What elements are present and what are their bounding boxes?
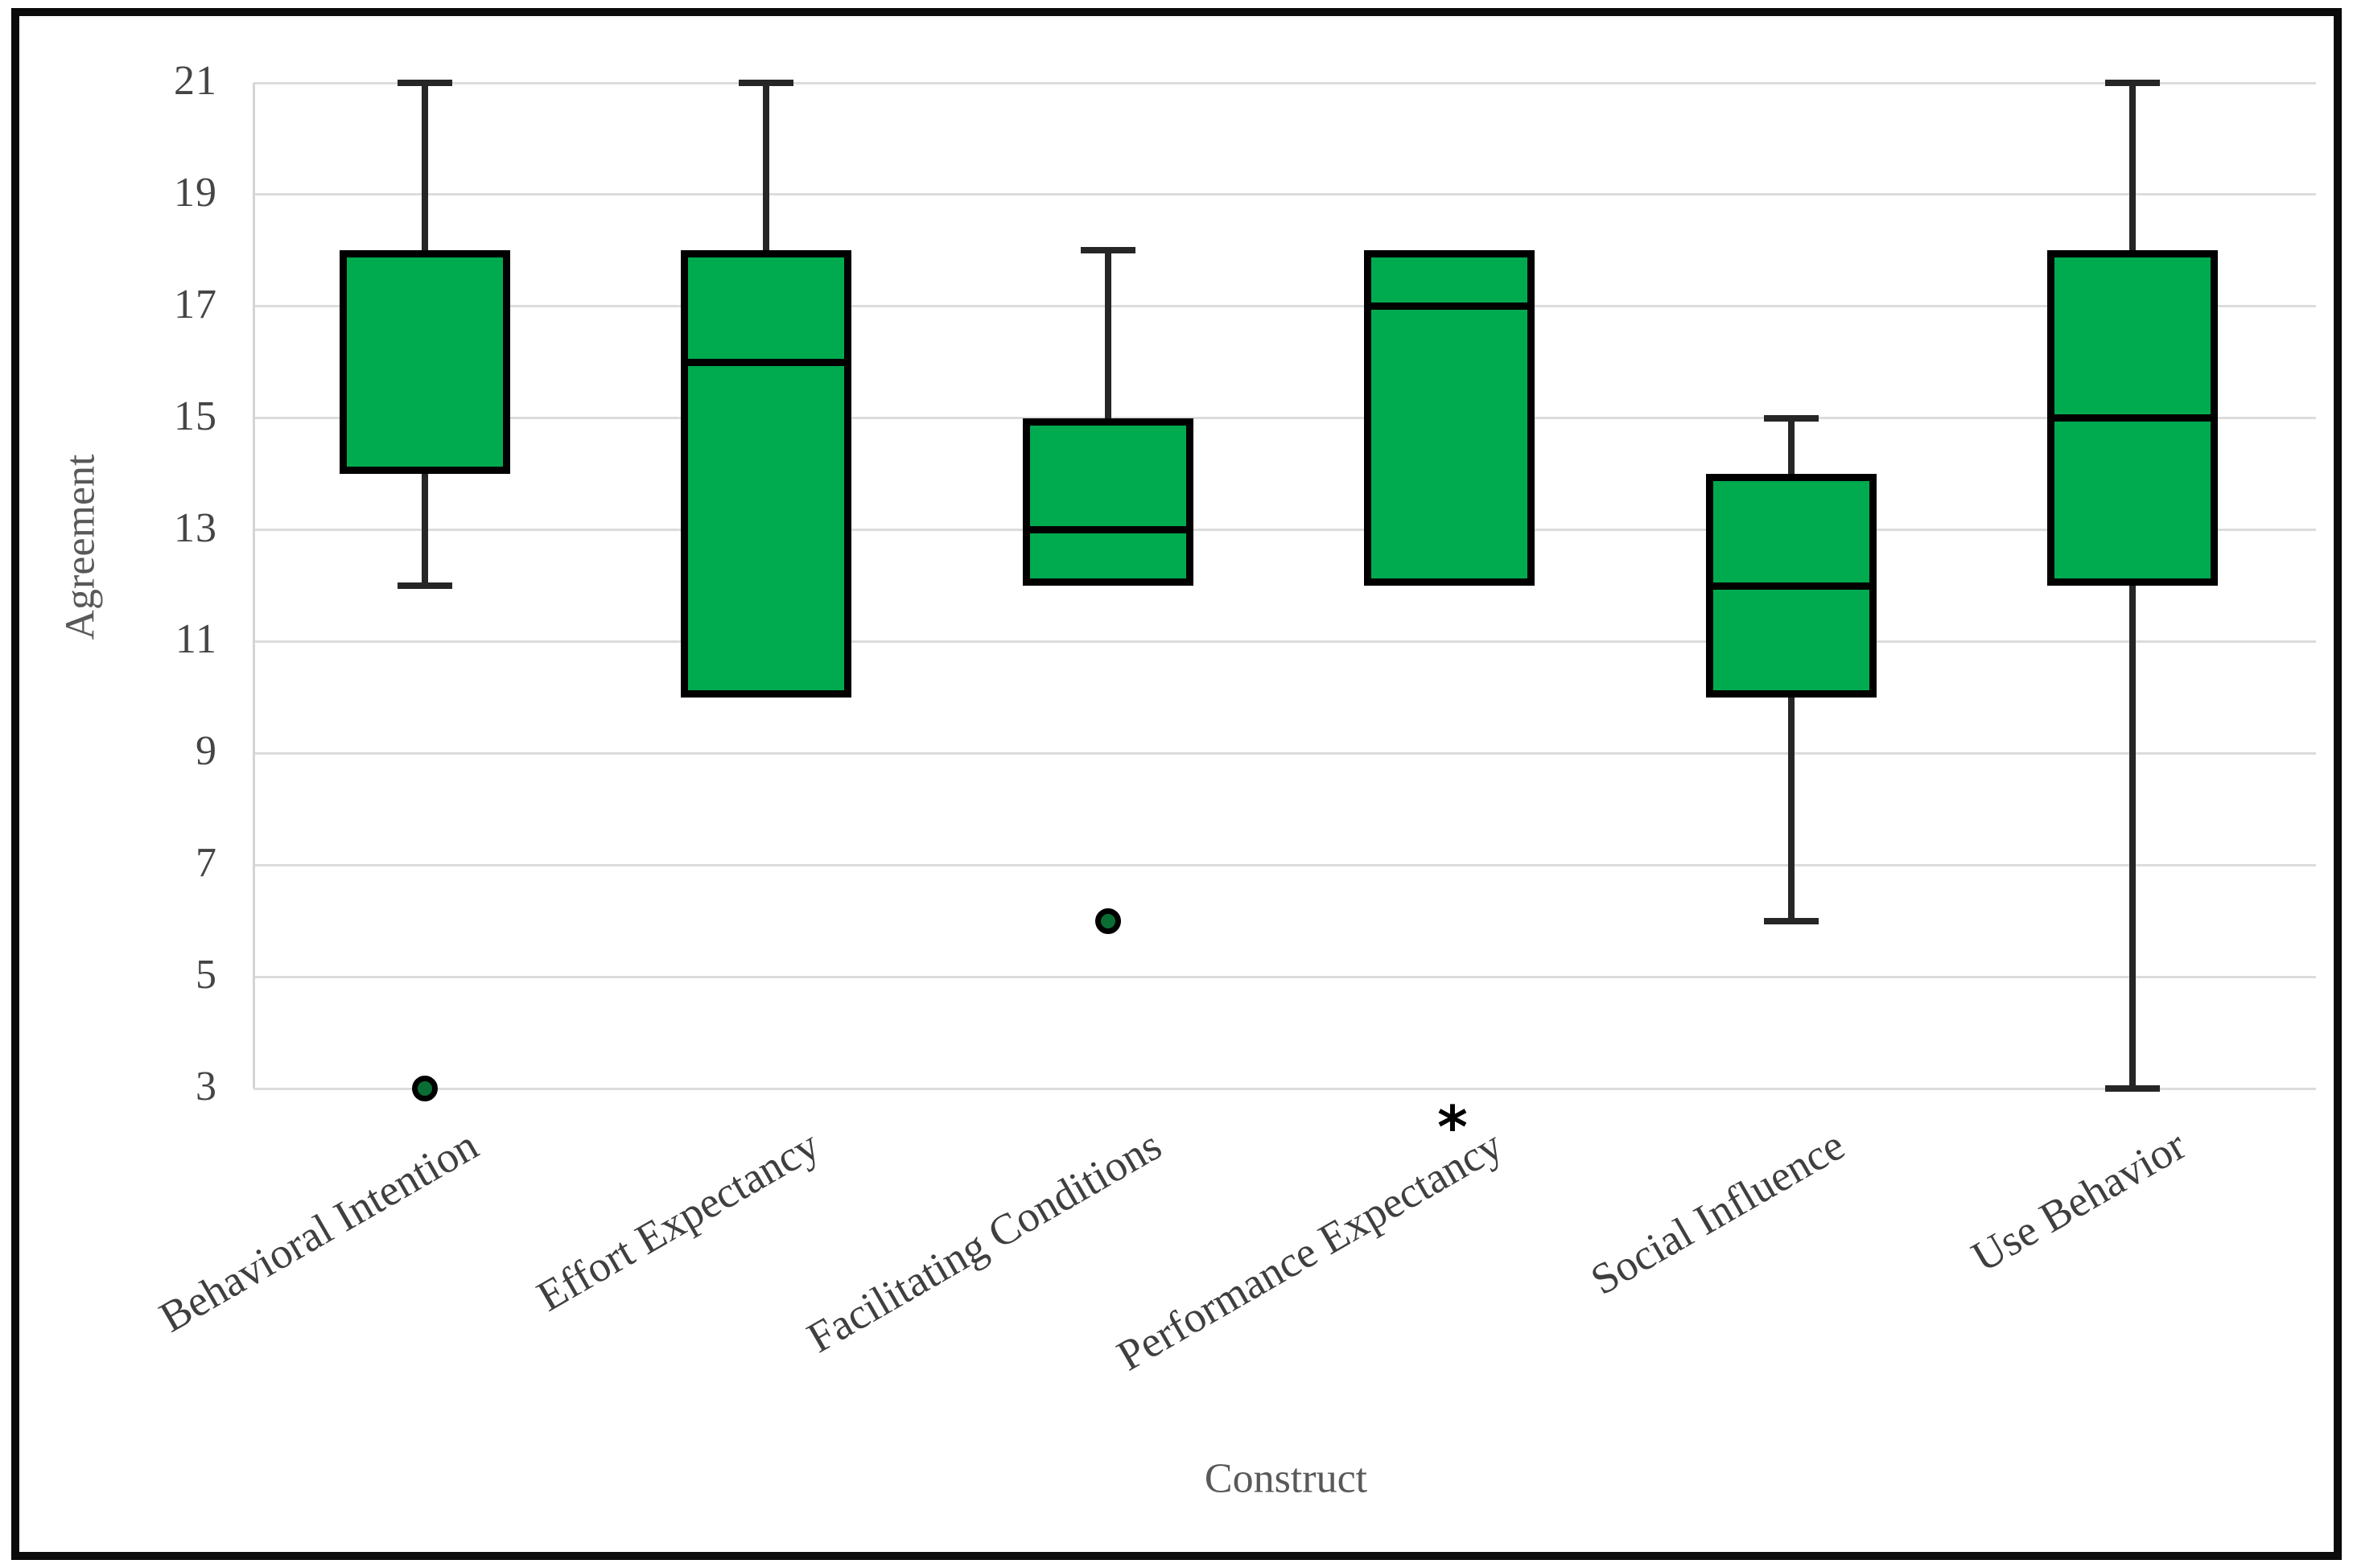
gridline-y3 <box>253 1087 2316 1090</box>
whisker-cap-lower-behavioral-intention <box>398 582 452 589</box>
y-tick-label-19: 19 <box>174 170 217 216</box>
whisker-lower-behavioral-intention <box>422 474 428 586</box>
figure-border <box>11 8 2342 1560</box>
whisker-cap-upper-social-influence <box>1764 414 1819 422</box>
y-tick-label-3: 3 <box>196 1064 217 1110</box>
box-behavioral-intention <box>340 250 510 475</box>
whisker-upper-behavioral-intention <box>422 83 428 251</box>
x-category-label-effort-expectancy: Effort Expectancy <box>528 1120 827 1321</box>
y-tick-label-17: 17 <box>174 281 217 327</box>
y-tick-label-13: 13 <box>174 504 217 551</box>
gridline-y11 <box>253 640 2316 643</box>
whisker-cap-upper-behavioral-intention <box>398 80 452 86</box>
x-category-label-facilitating-conditions: Facilitating Conditions <box>798 1120 1169 1363</box>
whisker-lower-use-behavior <box>2129 586 2136 1089</box>
median-performance-expectancy <box>1364 302 1535 311</box>
whisker-upper-effort-expectancy <box>763 83 769 251</box>
gridline-y19 <box>253 193 2316 196</box>
median-social-influence <box>1706 582 1877 590</box>
y-tick-label-11: 11 <box>175 616 217 663</box>
gridline-y13 <box>253 529 2316 532</box>
gridline-y21 <box>253 81 2316 84</box>
x-category-label-performance-expectancy: Performance Expectancy <box>1108 1120 1510 1381</box>
median-use-behavior <box>2047 414 2218 422</box>
y-tick-label-21: 21 <box>174 58 217 105</box>
x-axis-title: Construct <box>1204 1455 1368 1502</box>
y-tick-label-5: 5 <box>196 952 217 998</box>
outlier-dot-facilitating-conditions-6 <box>1095 907 1121 934</box>
whisker-cap-upper-facilitating-conditions <box>1081 247 1135 254</box>
x-category-label-behavioral-intention: Behavioral Intention <box>150 1120 486 1342</box>
box-effort-expectancy <box>681 250 851 698</box>
gridline-y7 <box>253 863 2316 866</box>
gridline-y9 <box>253 751 2316 755</box>
y-axis-title: Agreement <box>57 454 104 640</box>
whisker-upper-facilitating-conditions <box>1105 250 1111 418</box>
x-category-label-use-behavior: Use Behavior <box>1963 1120 2194 1282</box>
whisker-lower-social-influence <box>1788 697 1795 921</box>
box-facilitating-conditions <box>1023 418 1193 586</box>
gridline-y5 <box>253 975 2316 978</box>
whisker-upper-social-influence <box>1788 418 1795 475</box>
extreme-outlier-marker-performance-expectancy: * <box>1437 1093 1468 1161</box>
gridline-y17 <box>253 305 2316 308</box>
whisker-cap-upper-effort-expectancy <box>739 80 793 86</box>
y-axis-line <box>253 83 255 1089</box>
y-tick-label-7: 7 <box>196 840 217 887</box>
y-tick-label-9: 9 <box>196 728 217 775</box>
median-effort-expectancy <box>681 358 851 366</box>
x-category-label-social-influence: Social Influence <box>1582 1120 1852 1305</box>
outlier-dot-behavioral-intention-3 <box>412 1076 438 1101</box>
y-tick-label-15: 15 <box>174 393 217 439</box>
median-facilitating-conditions <box>1023 526 1193 534</box>
whisker-upper-use-behavior <box>2129 83 2136 251</box>
gridline-y15 <box>253 417 2316 420</box>
whisker-cap-lower-social-influence <box>1764 917 1819 924</box>
whisker-cap-upper-use-behavior <box>2105 80 2160 86</box>
whisker-cap-lower-use-behavior <box>2105 1085 2160 1092</box>
